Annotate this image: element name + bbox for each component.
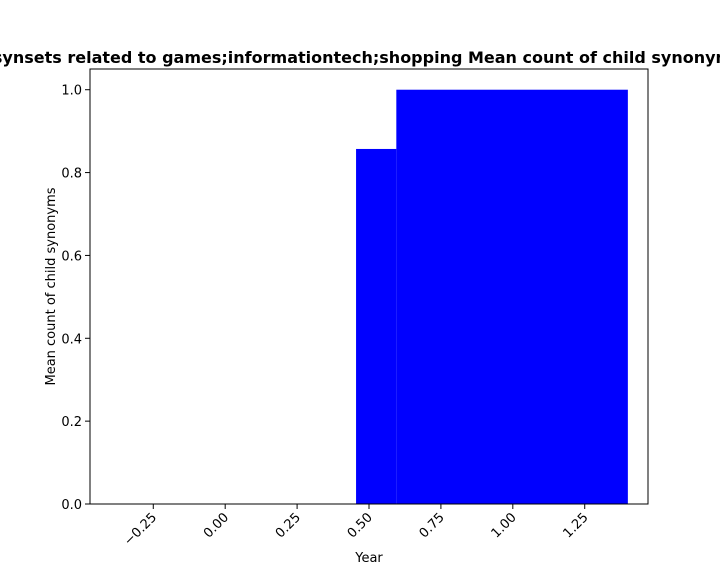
y-tick-label: 0.0: [61, 498, 82, 513]
x-axis: −0.25 0.00 0.25 0.50 0.75 1.00 1.25: [121, 504, 592, 549]
y-tick-label: 0.4: [61, 332, 82, 347]
x-tick-label: 0.00: [201, 510, 232, 541]
x-tick-label: −0.25: [121, 510, 160, 549]
bars-layer: [356, 89, 628, 504]
y-tick-label: 0.2: [61, 415, 82, 430]
chart-title: Number of synsets related to games;infor…: [0, 48, 720, 67]
x-tick-label: 0.75: [417, 510, 448, 541]
x-tick-label: 1.25: [560, 510, 591, 541]
bar-1: [396, 89, 628, 504]
x-tick-label: 0.50: [345, 510, 376, 541]
x-tick-label: 0.25: [273, 510, 304, 541]
x-axis-label: Year: [354, 551, 383, 566]
y-tick-label: 0.6: [61, 249, 82, 264]
y-axis-label: Mean count of child synonyms: [44, 187, 59, 385]
y-tick-label: 1.0: [61, 84, 82, 99]
x-tick-label: 1.00: [489, 510, 520, 541]
bar-0: [356, 148, 397, 504]
y-axis: 0.0 0.2 0.4 0.6 0.8 1.0: [61, 84, 90, 513]
y-tick-label: 0.8: [61, 167, 82, 182]
